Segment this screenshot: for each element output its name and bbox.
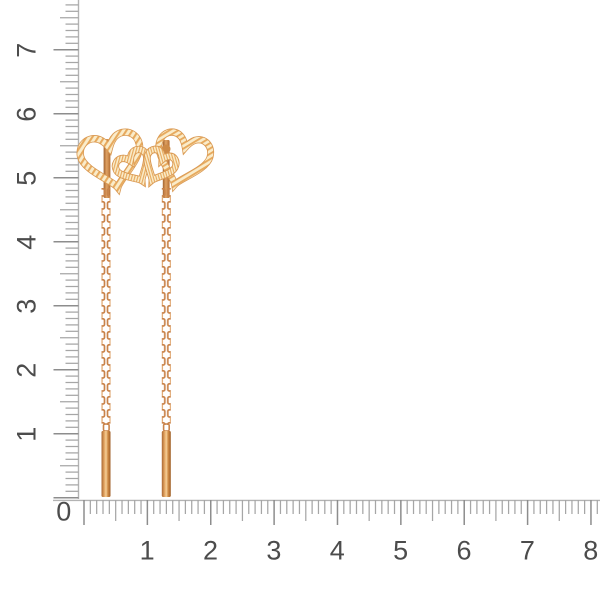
right-earring xyxy=(139,129,214,497)
vertical-ruler-label-1: 1 xyxy=(11,425,42,442)
vertical-ruler-label-2: 2 xyxy=(11,361,42,378)
vertical-ruler-label-5: 5 xyxy=(11,169,42,186)
left-earring-connector-link xyxy=(102,423,110,432)
horizontal-ruler-ticks xyxy=(53,499,600,525)
vertical-ruler-label-3: 3 xyxy=(11,297,42,314)
left-earring-chain xyxy=(101,188,111,425)
horizontal-ruler-label-4: 4 xyxy=(329,535,346,566)
horizontal-ruler-label-1: 1 xyxy=(139,535,156,566)
horizontal-ruler-label-8: 8 xyxy=(583,535,599,566)
ruler-origin-label: 0 xyxy=(56,496,72,527)
horizontal-ruler-label-6: 6 xyxy=(456,535,472,566)
right-earring-bar-drop xyxy=(161,431,171,497)
vertical-ruler-label-6: 6 xyxy=(11,105,42,122)
horizontal-ruler-label-7: 7 xyxy=(519,535,536,566)
left-earring xyxy=(78,130,157,497)
vertical-ruler-label-4: 4 xyxy=(11,233,42,250)
vertical-ruler-label-7: 7 xyxy=(11,41,42,58)
horizontal-ruler-label-2: 2 xyxy=(202,535,219,566)
horizontal-ruler-label-5: 5 xyxy=(393,535,409,566)
left-earring-heart-large xyxy=(78,130,148,194)
horizontal-ruler-label-3: 3 xyxy=(266,535,282,566)
right-earring-chain xyxy=(161,188,171,425)
vertical-ruler-ticks xyxy=(53,0,80,499)
right-earring-connector-link xyxy=(162,423,171,432)
left-earring-bar-drop xyxy=(101,431,111,497)
